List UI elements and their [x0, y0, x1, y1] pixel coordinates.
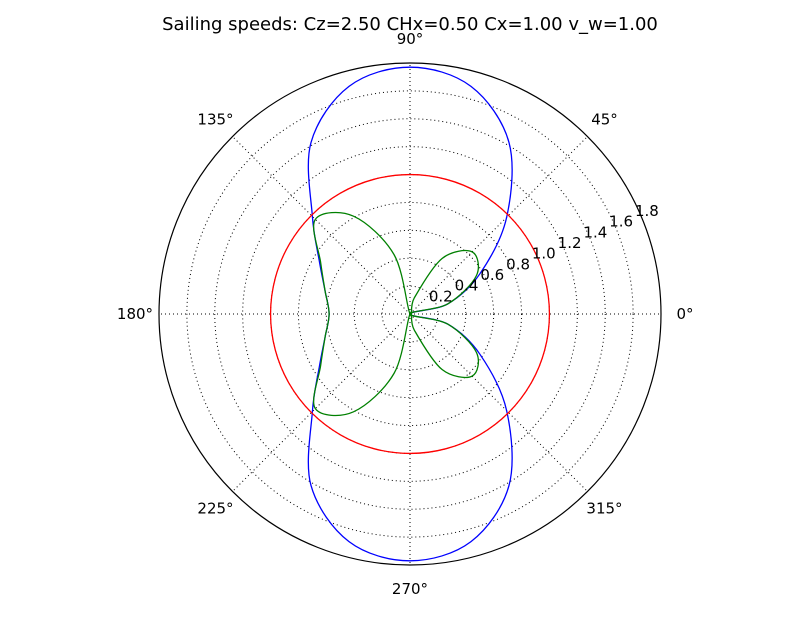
r-gridline — [214, 118, 606, 510]
r-tick-label: 1.0 — [532, 245, 556, 263]
r-tick-label: 0.8 — [506, 255, 530, 273]
theta-gridline — [232, 313, 411, 492]
theta-gridline — [232, 136, 411, 315]
series-line-2 — [269, 173, 551, 455]
r-gridline — [325, 229, 495, 399]
theta-tick-label: 225° — [197, 500, 233, 518]
r-tick-label: 0.6 — [480, 266, 504, 284]
r-tick-label: 0.4 — [455, 277, 479, 295]
theta-tick-label: 0° — [676, 305, 693, 323]
r-gridline — [186, 90, 634, 538]
r-tick-label: 1.6 — [609, 213, 633, 231]
polar-frame — [158, 62, 662, 566]
tick-labels: 0° 45° 90° 135° 180° 225° 270° 315° 0.20.40.60.8… — [117, 30, 694, 598]
theta-tick-label: 45° — [591, 111, 618, 129]
theta-tick-label: 270° — [392, 580, 428, 598]
theta-tick-label: 135° — [197, 111, 233, 129]
r-gridline — [381, 285, 439, 343]
series-line-3 — [312, 211, 480, 417]
theta-tick-label: 90° — [397, 30, 424, 48]
r-tick-label: 1.4 — [583, 223, 607, 241]
r-gridline — [353, 257, 467, 371]
r-gridline — [297, 201, 523, 427]
series-layer — [269, 66, 551, 562]
r-tick-label: 1.2 — [558, 234, 582, 252]
r-tick-label: 0.2 — [429, 287, 453, 305]
theta-gridline — [409, 313, 588, 492]
theta-tick-label: 180° — [117, 305, 153, 323]
r-gridline — [242, 146, 578, 482]
theta-tick-label: 315° — [586, 500, 622, 518]
r-tick-label: 1.8 — [635, 202, 659, 220]
chart-title: Sailing speeds: Cz=2.50 CHx=0.50 Cx=1.00… — [162, 14, 658, 35]
